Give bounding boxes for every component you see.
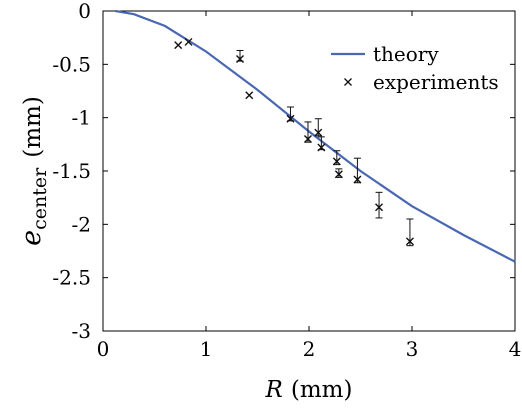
x-marker-stroke	[286, 114, 295, 123]
experiment-point	[332, 150, 341, 166]
experiment-point	[405, 218, 414, 247]
plot-frame	[102, 10, 516, 332]
x-tick-label: 4	[509, 337, 522, 361]
experiment-point	[235, 49, 244, 63]
tick-labels: 0 1 2 3 4 0 -0.5 -1 -1.5 -2 -2.5 -3	[52, 0, 521, 361]
experiment-point	[184, 37, 193, 46]
y-tick-label: -3	[72, 319, 91, 343]
y-tick-label: -1	[72, 106, 91, 130]
x-marker-stroke	[303, 135, 312, 143]
experiment-point	[303, 121, 312, 143]
y-tick-label: -1.5	[52, 159, 91, 183]
experiment-point	[334, 168, 343, 179]
plot-area	[102, 10, 516, 332]
x-marker-stroke	[405, 237, 414, 246]
experiment-point	[286, 106, 295, 123]
x-marker-stroke	[332, 157, 341, 166]
x-tick-label: 1	[200, 337, 213, 361]
y-tick-label: -2	[72, 212, 91, 236]
x-marker-stroke	[245, 91, 254, 100]
y-tick-label: -2.5	[52, 266, 91, 290]
x-marker-stroke	[235, 55, 244, 63]
x-marker-stroke	[317, 143, 326, 152]
series-layer	[115, 9, 516, 263]
experiment-point	[317, 136, 326, 152]
x-marker-stroke	[375, 203, 384, 212]
y-axis-label: ecenter(mm)	[16, 96, 51, 246]
ticks	[102, 10, 516, 332]
y-tick-label: 0	[78, 0, 91, 23]
x-tick-label: 0	[97, 337, 110, 361]
experiment-point	[353, 157, 362, 184]
experiment-point	[245, 91, 254, 100]
x-marker-stroke	[314, 128, 323, 137]
y-tick-label: -0.5	[52, 52, 91, 76]
legend: theory experiments	[331, 42, 499, 94]
theory-line	[115, 9, 516, 263]
experiment-point	[314, 118, 323, 137]
legend-experiments-label: experiments	[373, 70, 499, 94]
experiment-point	[174, 41, 183, 50]
svg-text:ecenter(mm): ecenter(mm)	[16, 96, 51, 246]
x-axis-label: R (mm)	[265, 377, 353, 403]
legend-experiments-marker	[344, 78, 352, 86]
x-marker-stroke	[334, 170, 343, 179]
x-tick-label: 3	[406, 337, 419, 361]
experiment-point	[375, 191, 384, 219]
x-marker-stroke	[184, 37, 193, 46]
legend-theory-label: theory	[373, 42, 439, 66]
x-tick-label: 2	[303, 337, 316, 361]
x-marker-stroke	[174, 41, 183, 50]
x-marker-stroke	[353, 175, 362, 184]
